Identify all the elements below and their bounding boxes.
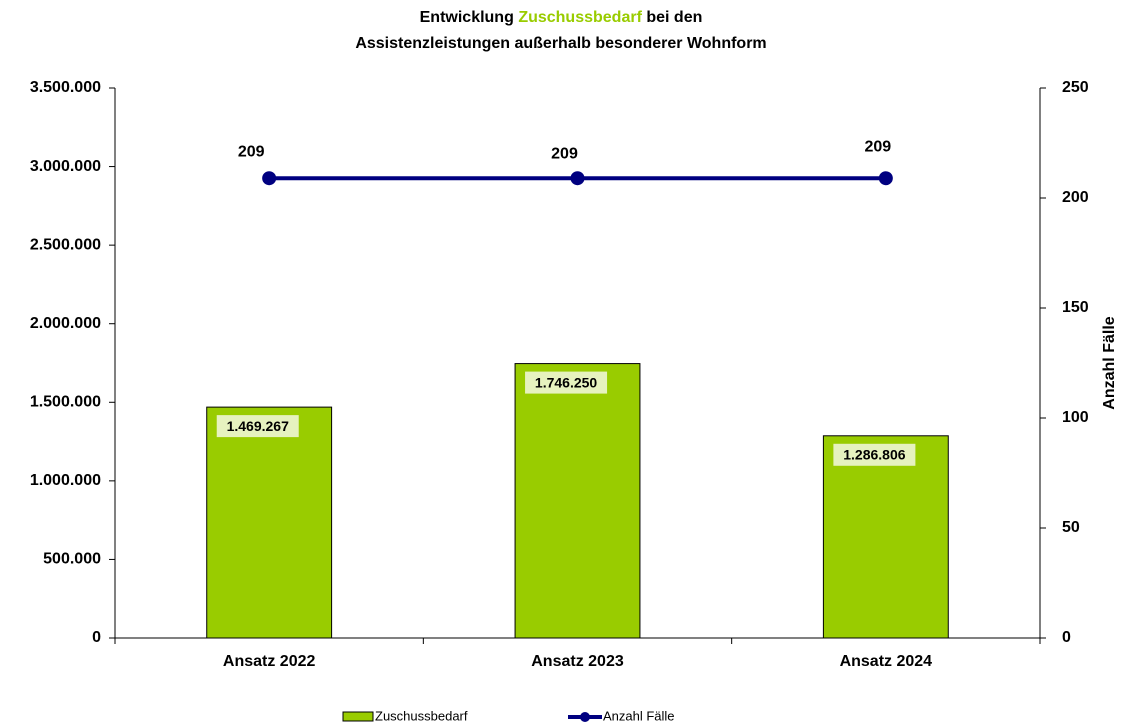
y2-tick-label: 150 [1062,299,1089,316]
line-point [570,171,585,186]
legend-swatch [342,711,374,722]
y-tick-label: 2.500.000 [30,236,101,253]
value-label-bg [833,443,916,466]
y2-tick-label: 200 [1062,189,1089,206]
chart-title: Entwicklung Zuschussbedarf bei den [420,9,703,26]
line-point [262,171,277,186]
bar [206,406,333,639]
y2-axis-label: Anzahl Fälle [1101,316,1118,409]
title-part: Entwicklung [420,9,514,26]
y2-tick-label: 0 [1062,629,1071,646]
chart-title: Assistenzleistungen außerhalb besonderer… [355,35,766,52]
x-tick-label: Ansatz 2022 [223,653,316,670]
y-tick-label: 0 [92,629,101,646]
value-label: 1.746.250 [535,374,597,390]
y2-tick-label: 50 [1062,519,1080,536]
data-label: 209 [238,143,265,160]
title-highlight: Zuschussbedarf [518,9,642,26]
value-label: 1.469.267 [227,418,289,434]
y-tick-label: 1.000.000 [30,472,101,489]
value-label-bg [525,371,608,394]
y-tick-label: 3.500.000 [30,79,101,96]
legend-label: Anzahl Fälle [603,708,675,723]
legend-marker [580,712,590,722]
bar [514,363,641,639]
line-point [878,171,893,186]
y-tick-label: 1.500.000 [30,394,101,411]
y2-tick-label: 100 [1062,409,1089,426]
value-label: 1.286.806 [843,446,905,462]
bar [822,435,949,639]
y2-tick-label: 250 [1062,79,1089,96]
title-part: bei den [646,9,702,26]
y-tick-label: 500.000 [43,551,101,568]
y-tick-label: 3.000.000 [30,158,101,175]
data-label: 209 [551,145,578,162]
x-tick-label: Ansatz 2023 [531,653,624,670]
data-label: 209 [864,138,891,155]
legend-label: Zuschussbedarf [375,708,468,723]
value-label-bg [216,415,299,438]
y-tick-label: 2.000.000 [30,315,101,332]
x-tick-label: Ansatz 2024 [840,653,933,670]
